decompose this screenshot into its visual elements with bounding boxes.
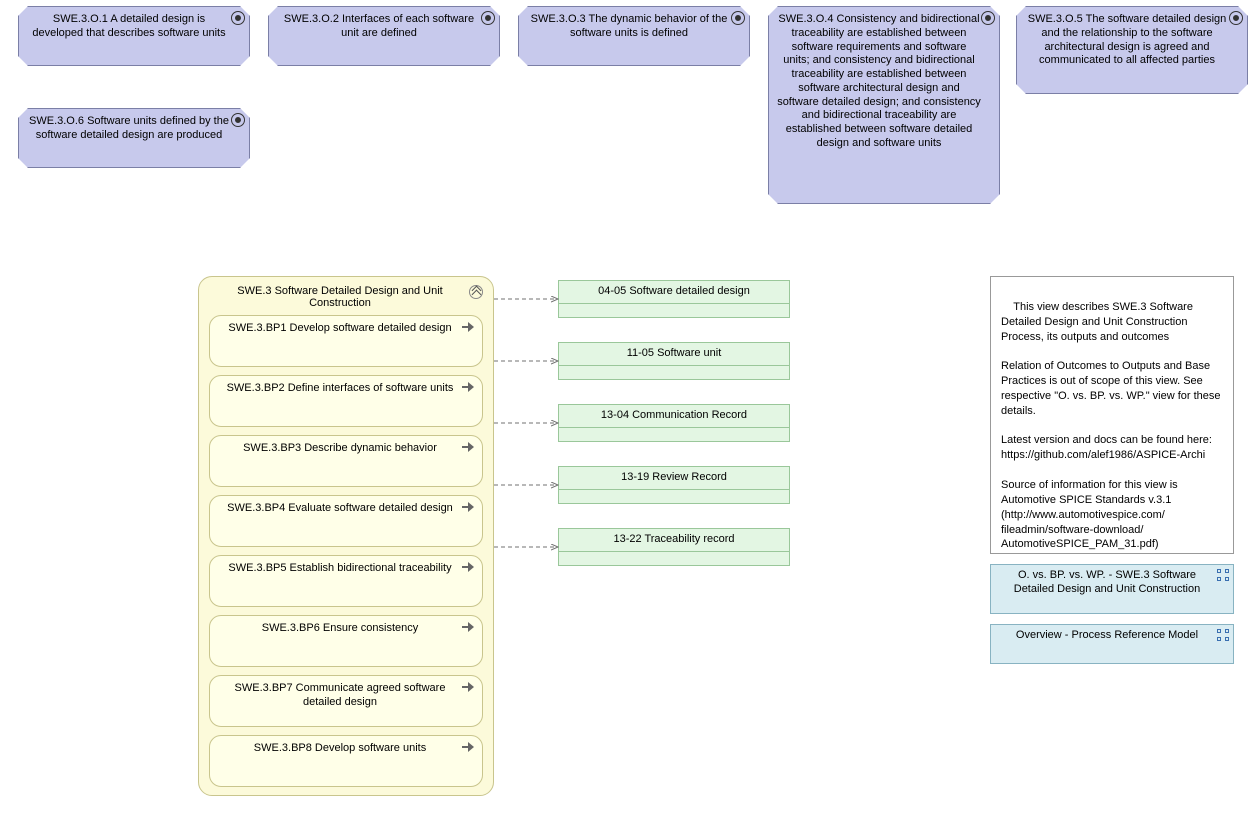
bp8[interactable]: SWE.3.BP8 Develop software units: [209, 735, 483, 787]
bp6-label: SWE.3.BP6 Ensure consistency: [262, 622, 419, 634]
bp1-label: SWE.3.BP1 Develop software detailed desi…: [228, 322, 451, 334]
bp8-label: SWE.3.BP8 Develop software units: [254, 742, 426, 754]
bp3[interactable]: SWE.3.BP3 Describe dynamic behavior: [209, 435, 483, 487]
bp4[interactable]: SWE.3.BP4 Evaluate software detailed des…: [209, 495, 483, 547]
arrow-right-icon: [462, 382, 476, 392]
outcome-o3-label: SWE.3.O.3 The dynamic behavior of the so…: [531, 13, 728, 39]
output-body: [559, 304, 789, 318]
output-1105[interactable]: 11-05 Software unit: [558, 342, 790, 380]
output-body: [559, 428, 789, 442]
outcome-o6[interactable]: SWE.3.O.6 Software units defined by the …: [18, 108, 250, 168]
output-1322-label: 13-22 Traceability record: [559, 529, 789, 552]
bp1[interactable]: SWE.3.BP1 Develop software detailed desi…: [209, 315, 483, 367]
arrow-right-icon: [462, 682, 476, 692]
target-icon: [231, 11, 245, 25]
view-link-icon: [1217, 569, 1229, 581]
description-note: This view describes SWE.3 Software Detai…: [990, 276, 1234, 554]
bp5[interactable]: SWE.3.BP5 Establish bidirectional tracea…: [209, 555, 483, 607]
output-1105-label: 11-05 Software unit: [559, 343, 789, 366]
outcome-o5[interactable]: SWE.3.O.5 The software detailed design a…: [1016, 6, 1248, 94]
outcome-o6-label: SWE.3.O.6 Software units defined by the …: [29, 115, 229, 141]
output-1319-label: 13-19 Review Record: [559, 467, 789, 490]
bp2-label: SWE.3.BP2 Define interfaces of software …: [227, 382, 454, 394]
arrow-right-icon: [462, 742, 476, 752]
output-body: [559, 490, 789, 504]
link-overview-prm-label: Overview - Process Reference Model: [1016, 629, 1198, 641]
target-icon: [981, 11, 995, 25]
link-o-vs-bp-vs-wp-label: O. vs. BP. vs. WP. - SWE.3 Software Deta…: [1014, 569, 1201, 595]
description-note-text: This view describes SWE.3 Software Detai…: [1001, 301, 1224, 551]
output-1322[interactable]: 13-22 Traceability record: [558, 528, 790, 566]
outcome-o2-label: SWE.3.O.2 Interfaces of each software un…: [284, 13, 474, 39]
output-1319[interactable]: 13-19 Review Record: [558, 466, 790, 504]
bp7[interactable]: SWE.3.BP7 Communicate agreed software de…: [209, 675, 483, 727]
target-icon: [1229, 11, 1243, 25]
link-overview-prm[interactable]: Overview - Process Reference Model: [990, 624, 1234, 664]
outcome-o1[interactable]: SWE.3.O.1 A detailed design is developed…: [18, 6, 250, 66]
arrow-right-icon: [462, 502, 476, 512]
output-body: [559, 552, 789, 566]
link-o-vs-bp-vs-wp[interactable]: O. vs. BP. vs. WP. - SWE.3 Software Deta…: [990, 564, 1234, 614]
arrow-right-icon: [462, 622, 476, 632]
output-1304-label: 13-04 Communication Record: [559, 405, 789, 428]
swe3-container[interactable]: SWE.3 Software Detailed Design and Unit …: [198, 276, 494, 796]
bp3-label: SWE.3.BP3 Describe dynamic behavior: [243, 442, 437, 454]
bp5-label: SWE.3.BP5 Establish bidirectional tracea…: [228, 562, 451, 574]
target-icon: [731, 11, 745, 25]
outcome-o5-label: SWE.3.O.5 The software detailed design a…: [1028, 13, 1227, 66]
arrow-right-icon: [462, 322, 476, 332]
view-link-icon: [1217, 629, 1229, 641]
outcome-o4[interactable]: SWE.3.O.4 Consistency and bidirectional …: [768, 6, 1000, 204]
arrow-right-icon: [462, 562, 476, 572]
output-0405[interactable]: 04-05 Software detailed design: [558, 280, 790, 318]
outcome-o1-label: SWE.3.O.1 A detailed design is developed…: [32, 13, 225, 39]
output-1304[interactable]: 13-04 Communication Record: [558, 404, 790, 442]
bp2[interactable]: SWE.3.BP2 Define interfaces of software …: [209, 375, 483, 427]
target-icon: [231, 113, 245, 127]
diagram-canvas: SWE.3.O.1 A detailed design is developed…: [0, 0, 1254, 813]
arrow-right-icon: [462, 442, 476, 452]
outcome-o3[interactable]: SWE.3.O.3 The dynamic behavior of the so…: [518, 6, 750, 66]
outcome-o2[interactable]: SWE.3.O.2 Interfaces of each software un…: [268, 6, 500, 66]
container-title-label: SWE.3 Software Detailed Design and Unit …: [237, 285, 442, 309]
chevron-up-icon[interactable]: [469, 285, 483, 299]
output-0405-label: 04-05 Software detailed design: [559, 281, 789, 304]
outcome-o4-label: SWE.3.O.4 Consistency and bidirectional …: [777, 13, 981, 149]
container-title: SWE.3 Software Detailed Design and Unit …: [209, 283, 483, 315]
bp4-label: SWE.3.BP4 Evaluate software detailed des…: [227, 502, 453, 514]
bp6[interactable]: SWE.3.BP6 Ensure consistency: [209, 615, 483, 667]
output-body: [559, 366, 789, 380]
bp7-label: SWE.3.BP7 Communicate agreed software de…: [235, 682, 446, 708]
target-icon: [481, 11, 495, 25]
